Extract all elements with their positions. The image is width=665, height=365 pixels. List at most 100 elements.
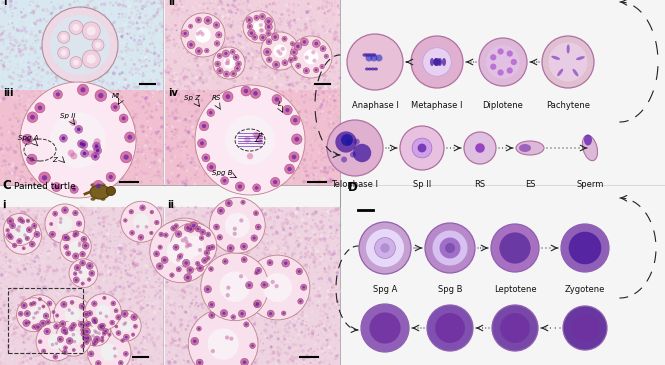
Circle shape	[66, 288, 67, 289]
Circle shape	[149, 26, 152, 29]
Circle shape	[10, 172, 13, 175]
Circle shape	[261, 86, 265, 89]
Circle shape	[104, 182, 106, 183]
Circle shape	[305, 170, 308, 172]
Circle shape	[308, 330, 310, 331]
Circle shape	[201, 71, 202, 72]
Circle shape	[174, 360, 177, 364]
Circle shape	[95, 97, 97, 99]
Circle shape	[277, 122, 278, 123]
Circle shape	[132, 364, 134, 365]
Circle shape	[152, 352, 153, 353]
Circle shape	[193, 104, 195, 106]
Circle shape	[72, 145, 76, 149]
Circle shape	[115, 325, 118, 328]
Circle shape	[507, 50, 513, 57]
Circle shape	[51, 1, 52, 2]
Circle shape	[183, 296, 185, 298]
Circle shape	[46, 226, 50, 229]
Circle shape	[9, 244, 10, 245]
Circle shape	[203, 318, 205, 320]
Circle shape	[242, 201, 244, 203]
Circle shape	[229, 295, 232, 297]
Circle shape	[138, 39, 141, 42]
Circle shape	[313, 334, 314, 335]
Circle shape	[313, 178, 317, 182]
Circle shape	[102, 254, 104, 256]
Circle shape	[95, 16, 98, 19]
Circle shape	[217, 90, 219, 92]
Circle shape	[77, 84, 88, 95]
Circle shape	[149, 31, 151, 33]
Circle shape	[261, 65, 264, 68]
Circle shape	[65, 347, 66, 349]
Circle shape	[213, 210, 214, 211]
Circle shape	[243, 322, 249, 327]
Circle shape	[42, 165, 45, 169]
Circle shape	[154, 184, 156, 185]
Circle shape	[293, 323, 296, 327]
Circle shape	[7, 35, 8, 36]
Circle shape	[111, 23, 114, 26]
Circle shape	[42, 227, 45, 231]
Circle shape	[231, 207, 232, 208]
Circle shape	[110, 138, 113, 141]
Circle shape	[12, 306, 14, 308]
Circle shape	[186, 51, 189, 54]
Circle shape	[284, 48, 285, 49]
Circle shape	[116, 111, 117, 112]
Circle shape	[317, 250, 319, 254]
Circle shape	[183, 47, 184, 49]
Circle shape	[227, 171, 228, 172]
Circle shape	[95, 360, 97, 361]
Circle shape	[313, 72, 315, 73]
Circle shape	[182, 76, 184, 79]
Circle shape	[184, 1, 185, 2]
Circle shape	[86, 280, 88, 282]
Circle shape	[316, 165, 317, 167]
Circle shape	[194, 41, 196, 43]
Circle shape	[317, 87, 319, 88]
Circle shape	[123, 334, 130, 340]
Circle shape	[74, 16, 76, 19]
Circle shape	[240, 42, 241, 44]
Circle shape	[196, 47, 202, 55]
Circle shape	[145, 47, 147, 49]
Circle shape	[295, 356, 299, 360]
Circle shape	[211, 253, 215, 257]
Circle shape	[104, 99, 108, 102]
Circle shape	[140, 111, 141, 113]
Circle shape	[194, 235, 196, 238]
Circle shape	[154, 46, 156, 48]
Circle shape	[63, 12, 66, 15]
Circle shape	[235, 227, 238, 230]
Circle shape	[369, 312, 400, 343]
Circle shape	[277, 289, 278, 290]
Circle shape	[154, 65, 155, 66]
Circle shape	[550, 327, 551, 329]
Circle shape	[39, 11, 40, 12]
Circle shape	[114, 225, 116, 227]
Circle shape	[88, 138, 91, 141]
Circle shape	[249, 89, 253, 93]
Circle shape	[267, 62, 268, 64]
Circle shape	[83, 351, 86, 354]
Circle shape	[267, 293, 270, 297]
Circle shape	[292, 280, 293, 281]
Circle shape	[324, 174, 327, 177]
Circle shape	[170, 27, 174, 31]
Circle shape	[207, 16, 210, 18]
Circle shape	[39, 90, 41, 92]
Circle shape	[140, 324, 141, 326]
Circle shape	[175, 180, 177, 182]
Circle shape	[39, 172, 51, 184]
Circle shape	[225, 339, 227, 341]
Circle shape	[88, 156, 91, 160]
Circle shape	[85, 278, 88, 281]
Circle shape	[192, 114, 194, 115]
Circle shape	[39, 5, 41, 7]
Circle shape	[92, 31, 95, 35]
Circle shape	[126, 249, 128, 251]
Circle shape	[56, 229, 60, 233]
Circle shape	[277, 251, 278, 252]
